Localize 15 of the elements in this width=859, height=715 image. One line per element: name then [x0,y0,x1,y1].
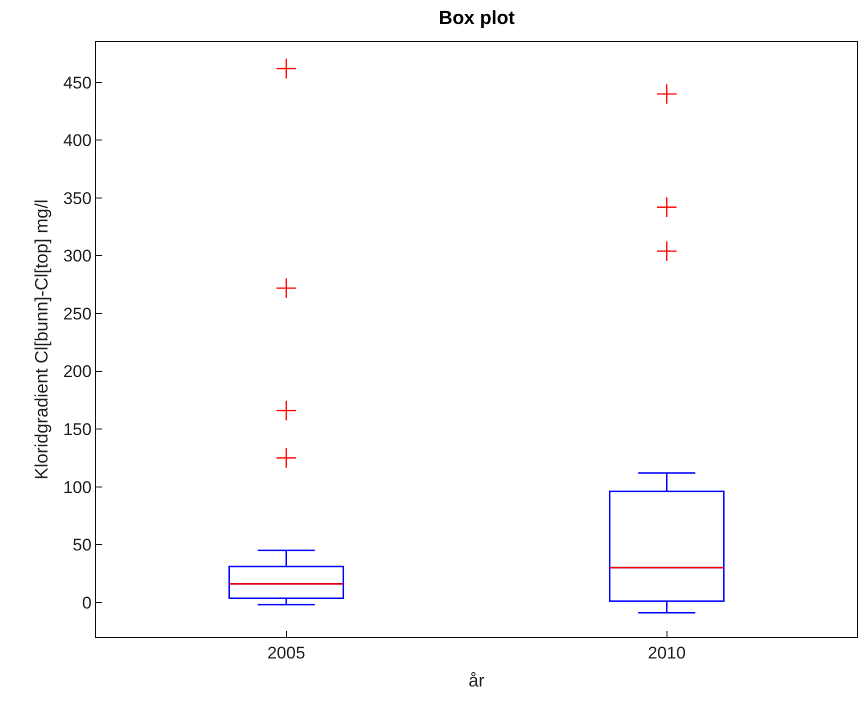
y-tick-label: 250 [63,304,92,324]
x-tick-label: 2010 [648,643,686,662]
y-tick-label: 350 [63,188,92,208]
x-axis-title: år [468,670,485,690]
x-tick-label: 2005 [267,643,306,662]
y-tick-label: 0 [82,593,92,612]
y-tick-label: 50 [72,536,92,555]
y-tick-label: 150 [63,420,92,439]
y-tick-label: 100 [63,478,92,497]
y-tick-label: 200 [63,362,92,382]
chart-title: Box plot [438,8,516,30]
y-axis-title: Kloridgradient Cl[bunn]-Cl[top] mg/l [31,199,52,480]
y-tick-label: 450 [63,73,92,92]
y-tick-label: 400 [63,131,92,150]
y-tick-label: 300 [63,246,92,266]
